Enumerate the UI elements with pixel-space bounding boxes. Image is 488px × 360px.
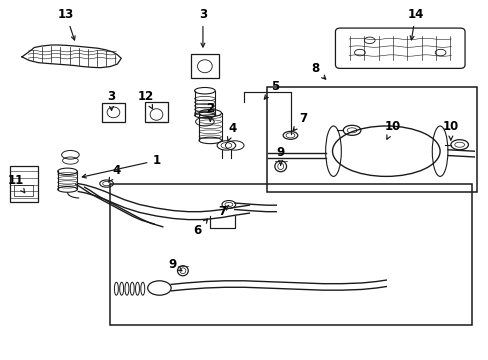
Text: 1: 1 [82, 154, 160, 178]
Text: 14: 14 [407, 8, 423, 40]
Text: 3: 3 [199, 8, 206, 47]
Text: 8: 8 [310, 62, 325, 79]
Bar [14, 185, 33, 196]
Text: 2: 2 [206, 102, 214, 121]
Bar [144, 102, 168, 122]
Bar [10, 166, 38, 202]
Text: 10: 10 [384, 120, 401, 139]
Text: 13: 13 [58, 8, 75, 40]
Bar [190, 54, 219, 78]
Text: 7: 7 [292, 112, 306, 131]
Text: 7: 7 [218, 205, 228, 218]
Bar [102, 103, 125, 122]
Text: 4: 4 [108, 164, 120, 182]
Text: 5: 5 [264, 80, 279, 99]
Text: 9: 9 [168, 258, 182, 271]
Text: 3: 3 [107, 90, 115, 111]
Text: 12: 12 [137, 90, 154, 109]
Bar [266, 87, 476, 192]
Text: 9: 9 [276, 146, 284, 165]
Text: 10: 10 [442, 120, 458, 140]
Text: 6: 6 [193, 219, 207, 237]
Text: 4: 4 [227, 122, 236, 141]
Text: 11: 11 [7, 174, 25, 193]
Bar [110, 184, 471, 325]
